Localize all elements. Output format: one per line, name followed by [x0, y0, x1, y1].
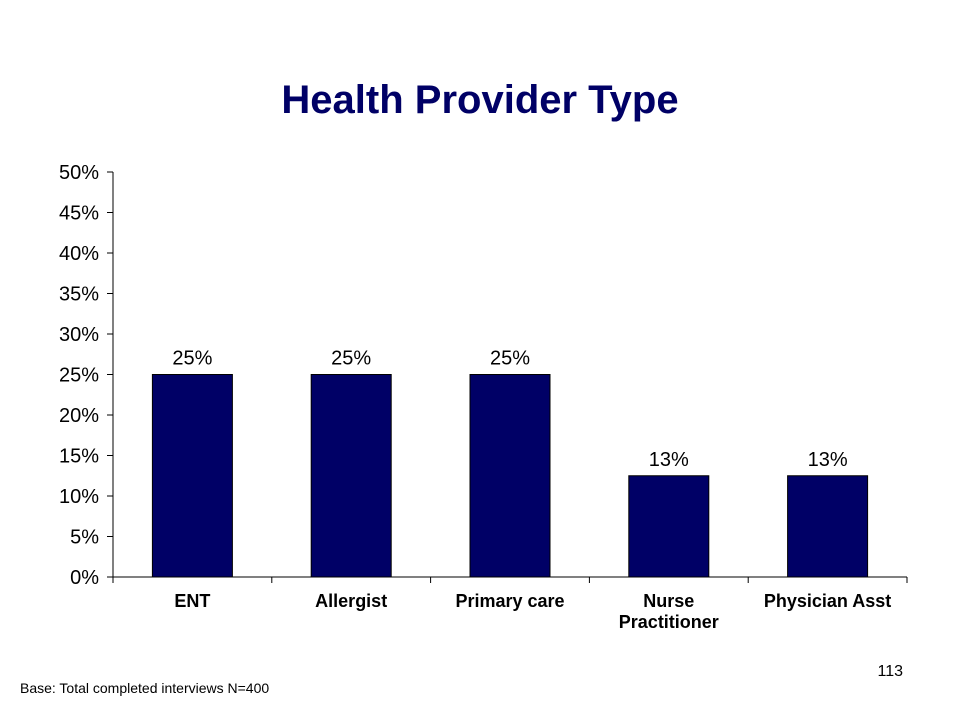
data-label: 13%	[808, 449, 848, 471]
chart-title: Health Provider Type	[281, 78, 679, 122]
bar	[310, 374, 392, 578]
category-label: Nurse	[643, 591, 694, 611]
y-tick-label: 35%	[59, 284, 99, 306]
category-label: ENT	[174, 591, 210, 611]
chart-bars	[151, 374, 869, 578]
y-tick-label: 15%	[59, 446, 99, 468]
y-tick-label: 0%	[70, 567, 99, 589]
y-tick-label: 5%	[70, 527, 99, 549]
y-tick-label: 40%	[59, 243, 99, 265]
y-tick-label: 10%	[59, 486, 99, 508]
data-label: 13%	[649, 449, 689, 471]
bar	[628, 475, 710, 578]
data-label: 25%	[331, 348, 371, 370]
y-tick-label: 45%	[59, 203, 99, 225]
y-tick-label: 20%	[59, 405, 99, 427]
y-tick-label: 50%	[59, 162, 99, 184]
bar	[469, 374, 551, 578]
category-label: Practitioner	[619, 612, 719, 632]
chart-labels: 25% ENT 25% Allergist 25% Primary care 13% Nurs…	[172, 348, 891, 633]
category-label: Primary care	[455, 591, 564, 611]
y-tick-label: 30%	[59, 324, 99, 346]
base-footnote: Base: Total completed interviews N=400	[20, 680, 270, 696]
category-label: Physician Asst	[764, 591, 891, 611]
y-tick-label: 25%	[59, 365, 99, 387]
data-label: 25%	[490, 348, 530, 370]
page-number: 113	[877, 663, 903, 680]
data-label: 25%	[172, 348, 212, 370]
bar	[151, 374, 233, 578]
bar	[787, 475, 869, 578]
category-label: Allergist	[315, 591, 387, 611]
